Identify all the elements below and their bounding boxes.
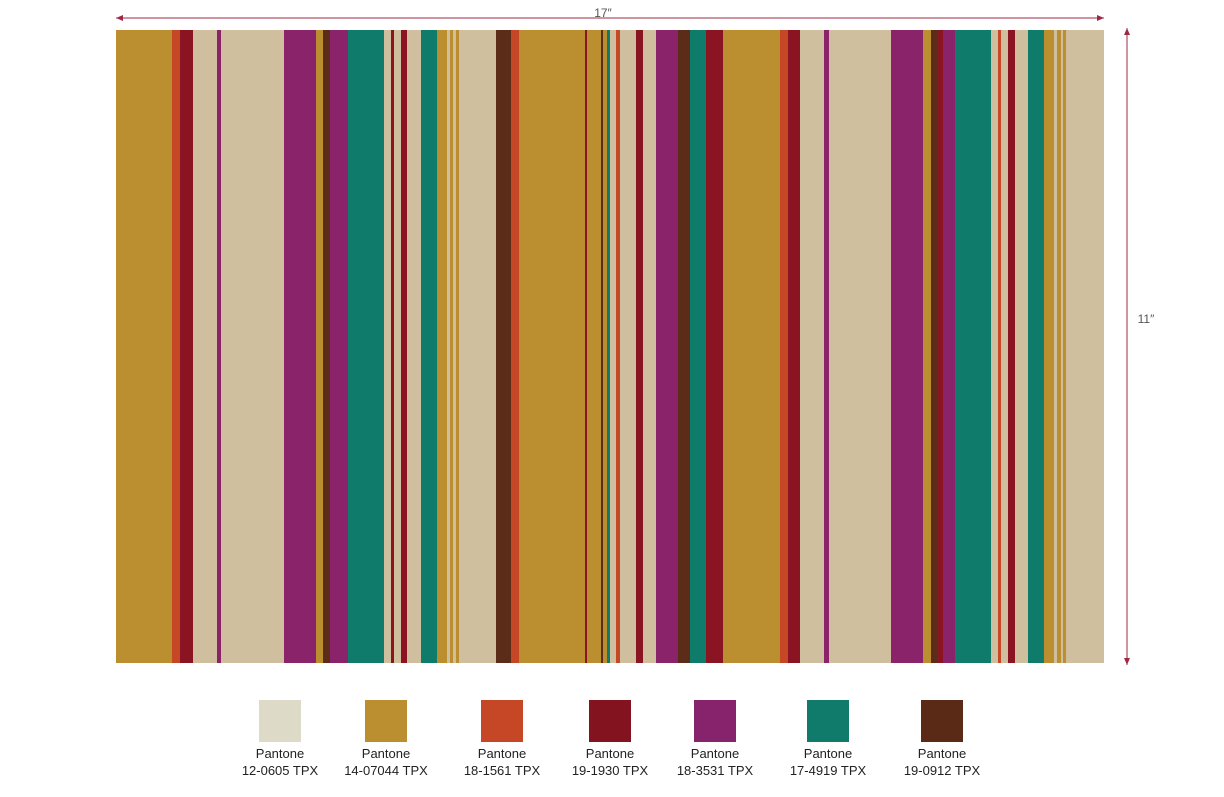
- stripe: [636, 30, 643, 663]
- stripe: [690, 30, 706, 663]
- swatch-code: 17-4919 TPX: [790, 763, 867, 778]
- swatch-name: Pantone: [362, 746, 410, 761]
- height-label: 11″: [1138, 312, 1155, 326]
- stripe: [603, 30, 607, 663]
- stripe: [991, 30, 998, 663]
- stripe: [193, 30, 217, 663]
- color-swatch: [589, 700, 631, 742]
- stripe: [391, 30, 394, 663]
- stripe: [316, 30, 323, 663]
- stripe: [656, 30, 678, 663]
- color-swatch: [365, 700, 407, 742]
- stripe: [1054, 30, 1057, 663]
- stripe: [706, 30, 723, 663]
- stripe: [323, 30, 330, 663]
- swatch-name: Pantone: [918, 746, 966, 761]
- stripe: [587, 30, 601, 663]
- stripe: [407, 30, 421, 663]
- stripe: [585, 30, 587, 663]
- stripe: [616, 30, 620, 663]
- stripe: [955, 30, 991, 663]
- swatch-code: 18-1561 TPX: [464, 763, 541, 778]
- stripe: [931, 30, 937, 663]
- stripe: [937, 30, 943, 663]
- stripe: [824, 30, 829, 663]
- stripe: [923, 30, 931, 663]
- stripe: [519, 30, 585, 663]
- stripe: [1044, 30, 1054, 663]
- width-label: 17″: [594, 6, 612, 20]
- swatch-name: Pantone: [256, 746, 304, 761]
- stripe: [829, 30, 891, 663]
- stripe: [453, 30, 456, 663]
- stripe: [384, 30, 391, 663]
- stripe: [607, 30, 610, 663]
- swatch-name: Pantone: [804, 746, 852, 761]
- stripe: [620, 30, 636, 663]
- stripe: [450, 30, 453, 663]
- stripe: [459, 30, 496, 663]
- swatch-name: Pantone: [586, 746, 634, 761]
- stripe: [496, 30, 511, 663]
- stripe: [217, 30, 221, 663]
- swatch-code: 14-07044 TPX: [344, 763, 428, 778]
- stripe: [221, 30, 284, 663]
- stripe: [1001, 30, 1008, 663]
- swatch-code: 18-3531 TPX: [677, 763, 754, 778]
- stripe: [723, 30, 780, 663]
- stripe: [678, 30, 690, 663]
- swatch-name: Pantone: [691, 746, 739, 761]
- stripe: [610, 30, 616, 663]
- stripe: [437, 30, 447, 663]
- swatch-legend: Pantone 12-0605 TPX Pantone 14-07044 TPX Pan…: [242, 700, 981, 778]
- stripe-pattern: [116, 30, 1104, 663]
- stripe: [348, 30, 384, 663]
- stripe: [447, 30, 450, 663]
- color-swatch: [481, 700, 523, 742]
- stripe: [421, 30, 437, 663]
- stripe: [780, 30, 788, 663]
- color-swatch: [259, 700, 301, 742]
- stripe: [1015, 30, 1028, 663]
- stripe: [891, 30, 923, 663]
- stripe: [456, 30, 459, 663]
- color-swatch: [807, 700, 849, 742]
- stripe: [284, 30, 316, 663]
- stripe: [511, 30, 519, 663]
- stripe: [943, 30, 955, 663]
- stripe: [998, 30, 1001, 663]
- stripe: [1028, 30, 1044, 663]
- stripe: [1061, 30, 1063, 663]
- stripe: [180, 30, 193, 663]
- stripe: [1063, 30, 1066, 663]
- swatch-code: 19-1930 TPX: [572, 763, 649, 778]
- stripe: [394, 30, 401, 663]
- stripe: [330, 30, 348, 663]
- stripe: [116, 30, 172, 663]
- color-swatch: [921, 700, 963, 742]
- swatch-code: 12-0605 TPX: [242, 763, 319, 778]
- stripe: [1066, 30, 1104, 663]
- stripe: [643, 30, 656, 663]
- stripe: [1057, 30, 1061, 663]
- color-swatch: [694, 700, 736, 742]
- stripe: [601, 30, 603, 663]
- stripe: [172, 30, 180, 663]
- stripe: [1008, 30, 1015, 663]
- stripe: [401, 30, 407, 663]
- stripe: [800, 30, 824, 663]
- swatch-code: 19-0912 TPX: [904, 763, 981, 778]
- stripe: [788, 30, 800, 663]
- swatch-name: Pantone: [478, 746, 526, 761]
